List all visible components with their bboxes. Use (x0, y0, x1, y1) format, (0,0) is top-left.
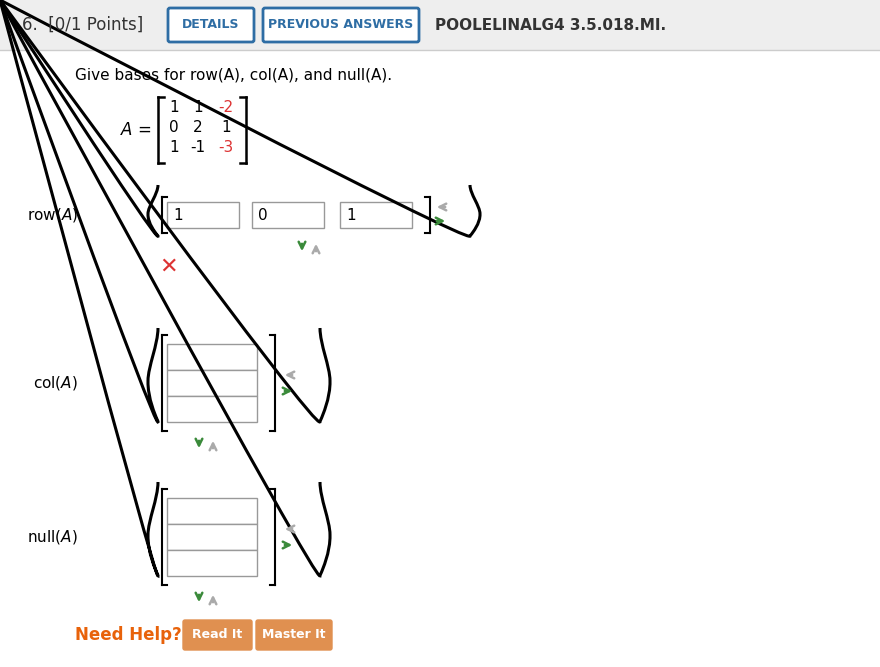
Bar (167, 396, 257, 422)
Bar (167, 498, 257, 524)
Text: Read It: Read It (192, 628, 242, 642)
Text: Need Help?: Need Help? (75, 626, 182, 644)
Text: 6.  [0/1 Points]: 6. [0/1 Points] (22, 16, 143, 34)
Bar (167, 370, 257, 396)
FancyBboxPatch shape (263, 8, 419, 42)
Text: 1: 1 (169, 141, 179, 155)
Text: Master It: Master It (262, 628, 326, 642)
Bar (167, 344, 257, 370)
Text: 0: 0 (169, 121, 179, 135)
Text: 1: 1 (169, 101, 179, 115)
Text: -2: -2 (218, 101, 233, 115)
Bar (252, 202, 324, 228)
Text: PREVIOUS ANSWERS: PREVIOUS ANSWERS (268, 19, 414, 31)
Text: -3: -3 (218, 141, 233, 155)
Text: POOLELINALG4 3.5.018.MI.: POOLELINALG4 3.5.018.MI. (435, 17, 666, 33)
FancyBboxPatch shape (168, 8, 254, 42)
Text: 1: 1 (346, 207, 356, 223)
Bar (167, 524, 257, 550)
Bar (167, 550, 257, 576)
FancyBboxPatch shape (256, 620, 332, 650)
Text: 1: 1 (194, 101, 202, 115)
Text: null($A$): null($A$) (27, 528, 78, 546)
Text: col($A$): col($A$) (33, 374, 78, 392)
Text: 1: 1 (173, 207, 183, 223)
Text: -1: -1 (190, 141, 206, 155)
Text: 0: 0 (258, 207, 268, 223)
Text: Give bases for row(A), col(A), and null(A).: Give bases for row(A), col(A), and null(… (75, 68, 392, 83)
Text: 2: 2 (194, 121, 202, 135)
Text: $A$ =: $A$ = (121, 121, 152, 139)
Bar (340, 202, 412, 228)
FancyBboxPatch shape (183, 620, 252, 650)
Bar (0, 0, 880, 50)
Bar (167, 202, 239, 228)
Text: row($A$): row($A$) (27, 206, 78, 224)
Text: DETAILS: DETAILS (182, 19, 239, 31)
Text: ✕: ✕ (158, 257, 177, 277)
Text: 1: 1 (221, 121, 231, 135)
